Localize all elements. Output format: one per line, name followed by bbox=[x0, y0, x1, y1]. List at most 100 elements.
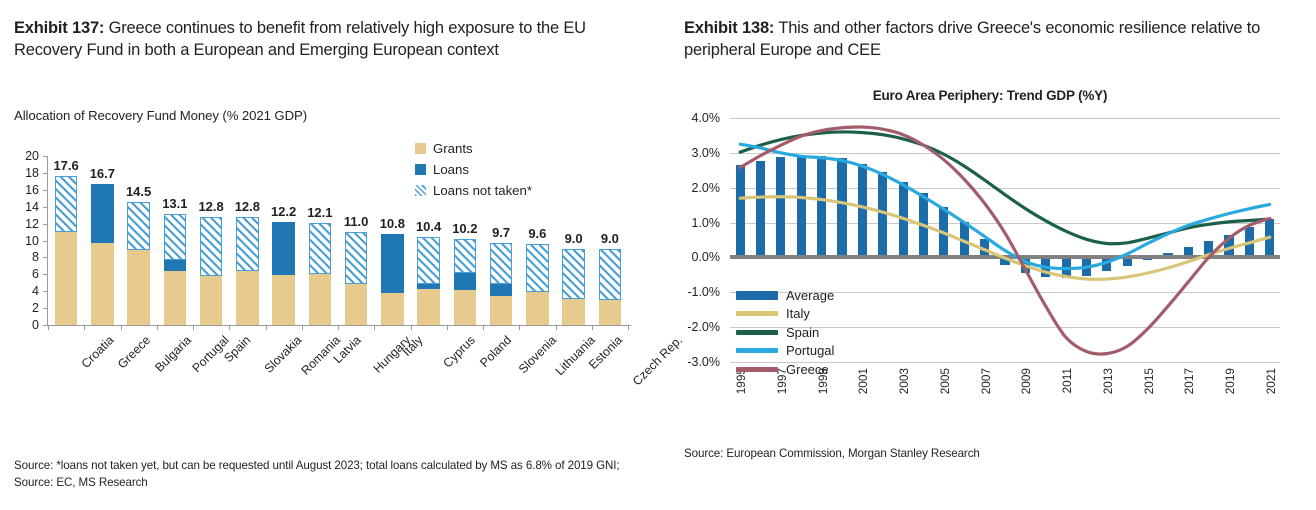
year-tick-label: 2011 bbox=[1060, 368, 1075, 394]
year-tick-label: 2013 bbox=[1100, 368, 1115, 395]
left-y-tick-label: 12 bbox=[25, 216, 39, 231]
right-y-tick-label: 1.0% bbox=[691, 215, 721, 230]
left-y-tick bbox=[43, 206, 48, 208]
left-x-tick bbox=[555, 325, 557, 330]
left-y-tick-label: 2 bbox=[32, 301, 39, 316]
left-y-tick bbox=[43, 189, 48, 191]
year-tick-label: 2017 bbox=[1182, 368, 1197, 395]
bar-segment-grants bbox=[381, 292, 404, 325]
left-chart-legend: Grants Loans Loans not taken* bbox=[415, 138, 532, 201]
bar-segment-loans-not-taken bbox=[598, 248, 622, 300]
bar-value-label: 10.2 bbox=[452, 220, 478, 236]
bar-spain: 12.8 bbox=[198, 156, 224, 325]
bar-estonia: 9.0 bbox=[562, 156, 585, 325]
left-y-tick bbox=[43, 325, 48, 326]
left-x-tick bbox=[120, 325, 122, 330]
bar-lithuania: 9.6 bbox=[526, 156, 549, 325]
left-x-tick bbox=[483, 325, 484, 330]
left-x-tick bbox=[156, 325, 158, 330]
left-y-tick bbox=[43, 172, 48, 174]
right-exhibit-title: Exhibit 138: This and other factors driv… bbox=[684, 18, 1310, 62]
bar-segment-loans-not-taken bbox=[344, 232, 368, 285]
left-y-tick bbox=[43, 257, 48, 259]
bar-segment-grants bbox=[236, 270, 259, 325]
right-y-tick-label: 4.0% bbox=[691, 111, 721, 125]
bar-value-label: 12.2 bbox=[270, 203, 297, 219]
left-x-tick bbox=[519, 325, 521, 330]
left-y-tick bbox=[43, 274, 48, 276]
trend-gdp-line-chart: Euro Area Periphery: Trend GDP (%Y) 4.0% 3… bbox=[670, 88, 1310, 440]
average-bar bbox=[918, 193, 929, 258]
bar-hungary: 11.0 bbox=[344, 156, 368, 325]
legend-item: Italy bbox=[736, 305, 834, 324]
category-label: Bulgaria bbox=[152, 333, 195, 375]
right-exhibit-text: This and other factors drive Greece's ec… bbox=[684, 19, 1261, 59]
legend-swatch-spain bbox=[736, 329, 778, 335]
bar-value-label: 16.7 bbox=[89, 165, 116, 181]
average-bar bbox=[1020, 257, 1030, 274]
left-y-tick-label: 0 bbox=[32, 318, 39, 332]
bar-latvia: 12.1 bbox=[307, 156, 333, 325]
bar-cyprus: 10.4 bbox=[415, 156, 442, 325]
recovery-fund-bar-chart: 0 2 4 6 8 10 12 14 16 18 20 17.6 Croatia 16.7 Greece 14… bbox=[0, 130, 685, 400]
average-bar bbox=[857, 163, 867, 258]
legend-label: Average bbox=[786, 287, 835, 303]
left-y-tick-label: 20 bbox=[25, 149, 39, 163]
bar-segment-grants bbox=[453, 290, 477, 325]
legend-item: Loans bbox=[415, 159, 532, 180]
year-tick-label: 2005 bbox=[937, 368, 952, 395]
left-x-tick bbox=[591, 325, 593, 330]
bar-segment-grants bbox=[344, 284, 368, 325]
average-bar bbox=[735, 165, 745, 258]
category-label: Croatia bbox=[78, 333, 117, 371]
legend-label: Grants bbox=[433, 141, 473, 156]
bar-segment-loans bbox=[453, 272, 477, 291]
bar-segment-loans-not-taken bbox=[489, 243, 513, 284]
left-y-tick-label: 14 bbox=[25, 199, 39, 214]
left-exhibit-text: Greece continues to benefit from relativ… bbox=[14, 19, 586, 59]
left-x-tick bbox=[193, 325, 194, 330]
bar-segment-grants bbox=[163, 270, 187, 325]
left-x-tick bbox=[410, 325, 412, 330]
right-y-tick-label: 2.0% bbox=[691, 180, 721, 195]
bar-value-label: 10.8 bbox=[379, 215, 406, 231]
left-y-tick-label: 10 bbox=[25, 233, 39, 248]
bar-segment-grants bbox=[54, 232, 78, 325]
legend-label: Loans not taken* bbox=[433, 183, 532, 198]
left-y-tick bbox=[43, 156, 48, 157]
left-chart-subtitle: Allocation of Recovery Fund Money (% 202… bbox=[14, 108, 307, 123]
left-exhibit-title: Exhibit 137: Greece continues to benefit… bbox=[14, 18, 650, 62]
legend-swatch-nottaken bbox=[415, 185, 426, 196]
legend-label: Greece bbox=[786, 361, 829, 377]
bar-segment-grants bbox=[199, 276, 223, 325]
left-exhibit-label: Exhibit 137: bbox=[14, 19, 105, 37]
bar-value-label: 10.4 bbox=[415, 219, 442, 235]
right-chart-legend: Average Italy Spain Portugal Greece bbox=[736, 286, 834, 379]
left-x-tick bbox=[84, 325, 86, 330]
legend-swatch-greece bbox=[736, 366, 778, 372]
bar-greece: 16.7 bbox=[89, 156, 116, 325]
bar-bulgaria: 14.5 bbox=[126, 156, 151, 325]
bar-value-label: 12.8 bbox=[198, 198, 224, 214]
left-y-tick bbox=[43, 240, 48, 242]
average-bar bbox=[1102, 257, 1112, 272]
right-y-tick-label: -2.0% bbox=[687, 320, 720, 335]
bar-segment-loans bbox=[163, 259, 187, 271]
left-x-tick bbox=[301, 325, 303, 330]
right-gridline bbox=[730, 118, 1280, 119]
left-source-note: Source: *loans not taken yet, but can be… bbox=[14, 459, 620, 489]
bar-segment-grants bbox=[308, 274, 332, 325]
left-x-tick bbox=[628, 325, 629, 330]
bar-value-label: 9.0 bbox=[600, 230, 619, 246]
right-gridline bbox=[730, 187, 1280, 189]
right-y-tick-label: -1.0% bbox=[687, 285, 720, 300]
bar-segment-grants bbox=[489, 296, 513, 325]
bar-segment-loans bbox=[381, 233, 404, 293]
right-y-tick-label: -3.0% bbox=[687, 355, 720, 369]
left-x-tick bbox=[48, 325, 49, 330]
left-x-tick bbox=[374, 325, 376, 330]
right-y-tick-label: 0.0% bbox=[691, 250, 721, 265]
bar-segment-loans-not-taken bbox=[308, 222, 332, 275]
category-label: Slovenia bbox=[515, 333, 559, 377]
bar-segment-grants bbox=[562, 298, 585, 325]
